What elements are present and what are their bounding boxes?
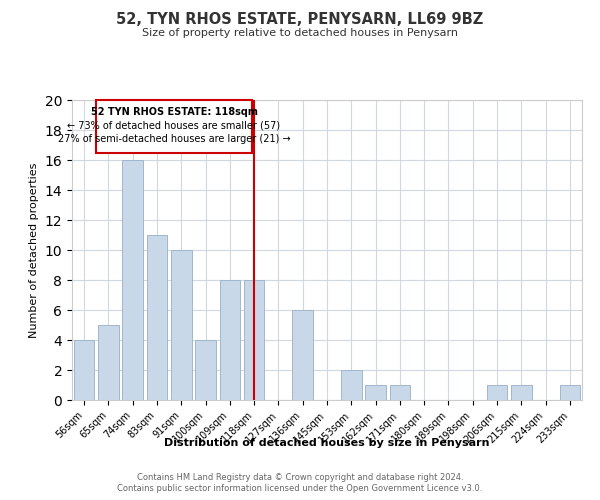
- Text: Size of property relative to detached houses in Penysarn: Size of property relative to detached ho…: [142, 28, 458, 38]
- Bar: [560, 385, 580, 400]
- Y-axis label: Number of detached properties: Number of detached properties: [29, 162, 39, 338]
- Text: 52, TYN RHOS ESTATE, PENYSARN, LL69 9BZ: 52, TYN RHOS ESTATE, PENYSARN, LL69 9BZ: [116, 12, 484, 28]
- Text: Distribution of detached houses by size in Penysarn: Distribution of detached houses by size …: [164, 438, 490, 448]
- Bar: [511, 385, 532, 400]
- Bar: [292, 310, 313, 400]
- Bar: [171, 250, 191, 400]
- Bar: [220, 280, 240, 400]
- FancyBboxPatch shape: [96, 100, 252, 152]
- Bar: [365, 385, 386, 400]
- Bar: [341, 370, 362, 400]
- Bar: [122, 160, 143, 400]
- Bar: [487, 385, 508, 400]
- Bar: [146, 235, 167, 400]
- Bar: [98, 325, 119, 400]
- Bar: [74, 340, 94, 400]
- Bar: [389, 385, 410, 400]
- Text: ← 73% of detached houses are smaller (57): ← 73% of detached houses are smaller (57…: [67, 120, 281, 130]
- Text: 52 TYN RHOS ESTATE: 118sqm: 52 TYN RHOS ESTATE: 118sqm: [91, 107, 257, 117]
- Bar: [244, 280, 265, 400]
- Text: Contains HM Land Registry data © Crown copyright and database right 2024.: Contains HM Land Registry data © Crown c…: [137, 472, 463, 482]
- Text: 27% of semi-detached houses are larger (21) →: 27% of semi-detached houses are larger (…: [58, 134, 290, 144]
- Bar: [195, 340, 216, 400]
- Text: Contains public sector information licensed under the Open Government Licence v3: Contains public sector information licen…: [118, 484, 482, 493]
